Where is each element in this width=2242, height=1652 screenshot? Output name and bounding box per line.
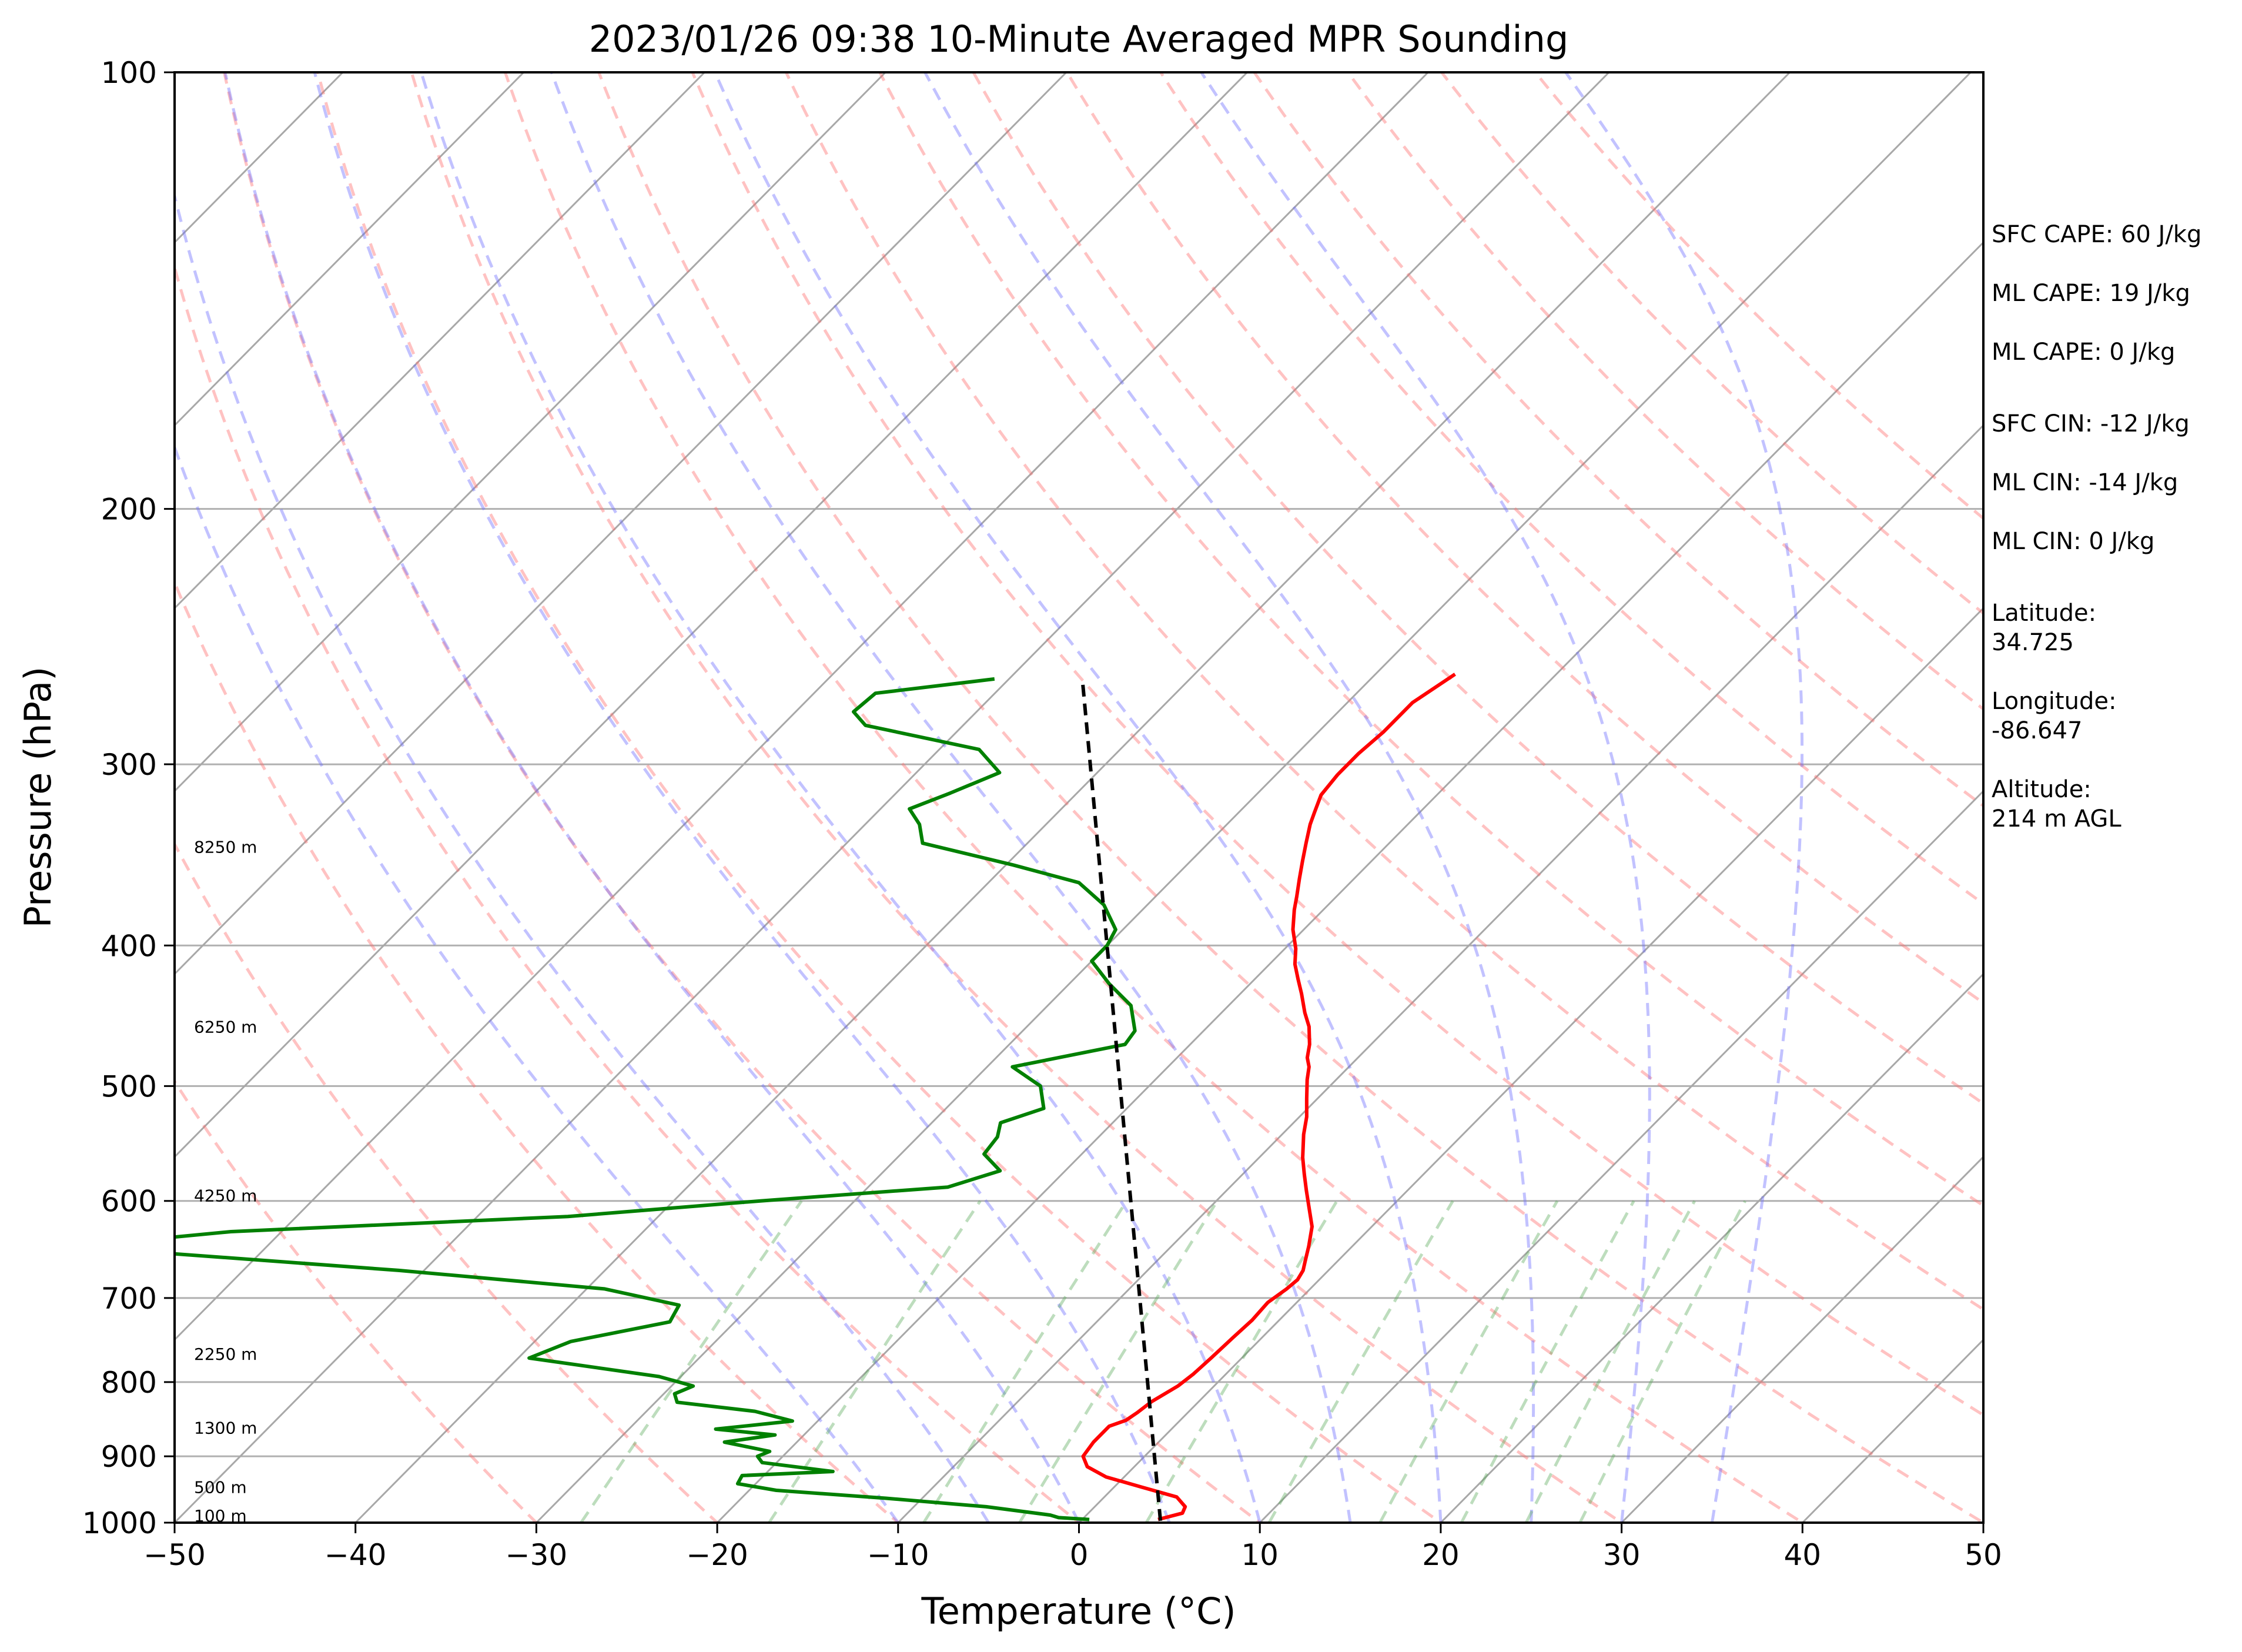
moist-adiabat-line	[223, 72, 1080, 1523]
y-tick-label: 800	[101, 1366, 157, 1400]
x-tick-label: 20	[1422, 1538, 1460, 1572]
dry-adiabat-line	[1346, 72, 1983, 711]
mixing-ratio-line	[768, 1200, 982, 1523]
dry-adiabat-line	[175, 1079, 538, 1523]
dry-adiabat-line	[175, 262, 1082, 1523]
parcel-profile-line	[1080, 681, 1163, 1521]
info-annotation: Longitude:	[1992, 688, 2116, 715]
temperature-profile-line	[1081, 673, 1456, 1521]
y-tick-label: 300	[101, 748, 157, 782]
moist-adiabat-line	[175, 443, 899, 1523]
isotherm-line	[1621, 1155, 1983, 1523]
x-tick-label: −40	[324, 1538, 387, 1572]
dry-adiabat-line	[878, 72, 1983, 1208]
info-annotation: -86.647	[1992, 717, 2082, 744]
isotherm-line	[175, 72, 1248, 1158]
mixing-ratio-line	[1524, 1200, 1696, 1523]
mixing-ratio-line	[1578, 1200, 1747, 1523]
isotherm-line	[897, 424, 1983, 1523]
x-tick-label: 30	[1603, 1538, 1641, 1572]
y-tick-label: 700	[101, 1282, 157, 1316]
isotherm-line	[175, 72, 1068, 975]
x-tick-label: −50	[143, 1538, 206, 1572]
height-label: 4250 m	[194, 1186, 257, 1206]
info-annotation: ML CIN: -14 J/kg	[1992, 469, 2178, 496]
isotherm-line	[1440, 972, 1983, 1523]
dry-adiabat-line	[410, 72, 1625, 1523]
mixing-ratio-line	[1018, 1200, 1219, 1523]
info-annotation: ML CAPE: 0 J/kg	[1992, 339, 2175, 366]
dry-adiabat-line	[972, 72, 1983, 1106]
moist-adiabat-line	[923, 72, 1535, 1523]
info-annotation: 34.725	[1992, 629, 2074, 656]
isotherm-line	[175, 72, 1610, 1523]
height-label: 500 m	[194, 1477, 247, 1497]
x-axis-ticks: −50 −40 −30 −20 −10 0 10 20 30 40 50	[143, 1523, 2002, 1572]
isotherm-line	[175, 72, 1429, 1342]
x-axis-title: Temperature (°C)	[921, 1590, 1236, 1633]
height-label: 6250 m	[194, 1017, 257, 1036]
y-tick-label: 200	[101, 493, 157, 527]
isotherm-line	[717, 241, 1983, 1523]
dry-adiabat-line	[503, 72, 1805, 1523]
mixing-ratio-line	[1460, 1200, 1635, 1523]
y-tick-label: 900	[101, 1440, 157, 1474]
y-tick-label: 600	[101, 1185, 157, 1219]
mixing-ratio-line	[1145, 1200, 1338, 1523]
isotherm-line	[354, 72, 1791, 1523]
mixing-ratio-line	[922, 1200, 1128, 1523]
isotherm-line	[175, 72, 524, 427]
info-annotation: Altitude:	[1992, 776, 2092, 803]
isotherm-line	[175, 72, 886, 792]
dry-adiabat-line	[316, 72, 1444, 1523]
height-label: 2250 m	[194, 1345, 257, 1364]
data-lines	[175, 673, 1456, 1521]
dry-adiabat-line	[691, 72, 1983, 1417]
isotherm-line	[1259, 790, 1983, 1523]
dry-adiabat-line	[1252, 72, 1983, 808]
y-tick-label: 100	[101, 56, 157, 90]
info-annotation: 214 m AGL	[1992, 805, 2121, 832]
isotherm-line	[536, 72, 1972, 1523]
moist-adiabat-line	[1564, 72, 1804, 1523]
isotherm-line	[175, 72, 705, 610]
info-annotation: ML CIN: 0 J/kg	[1992, 528, 2154, 555]
mixing-ratio-line	[1378, 1200, 1559, 1523]
dry-adiabat-line	[1159, 72, 1983, 906]
x-tick-label: 10	[1241, 1538, 1279, 1572]
info-panel: SFC CAPE: 60 J/kg ML CAPE: 19 J/kg ML CAPE…	[1992, 221, 2201, 832]
x-tick-label: 50	[1965, 1538, 2002, 1572]
dry-adiabat-line	[597, 72, 1983, 1523]
x-tick-label: −20	[686, 1538, 748, 1572]
y-tick-label: 1000	[82, 1506, 157, 1540]
isotherm-line	[1078, 607, 1983, 1523]
info-annotation: Latitude:	[1992, 600, 2096, 627]
moist-adiabat-line	[175, 190, 990, 1523]
mixing-ratio-line	[1267, 1200, 1454, 1523]
moist-adiabat-line	[714, 72, 1443, 1523]
y-axis-ticks: 1000 900 800 700 600 500 400 300 200 100	[82, 56, 175, 1540]
moist-adiabat-line	[420, 72, 1261, 1523]
info-annotation: SFC CAPE: 60 J/kg	[1992, 221, 2201, 248]
y-axis-title: Pressure (hPa)	[16, 667, 59, 928]
y-tick-label: 500	[101, 1069, 157, 1103]
x-tick-label: 40	[1783, 1538, 1821, 1572]
dewpoint-profile-line	[175, 677, 1137, 1521]
y-tick-label: 400	[101, 929, 157, 963]
height-label: 1300 m	[194, 1418, 257, 1437]
background-lines	[175, 72, 1983, 1523]
info-annotation: ML CAPE: 19 J/kg	[1992, 280, 2190, 307]
x-tick-label: −30	[506, 1538, 568, 1572]
x-tick-label: 0	[1070, 1538, 1089, 1572]
info-annotation: SFC CIN: -12 J/kg	[1992, 410, 2190, 437]
height-label: 8250 m	[194, 837, 257, 857]
dry-adiabat-line	[1065, 72, 1983, 1005]
x-tick-label: −10	[867, 1538, 929, 1572]
chart-title: 2023/01/26 09:38 10-Minute Averaged MPR …	[589, 18, 1569, 61]
